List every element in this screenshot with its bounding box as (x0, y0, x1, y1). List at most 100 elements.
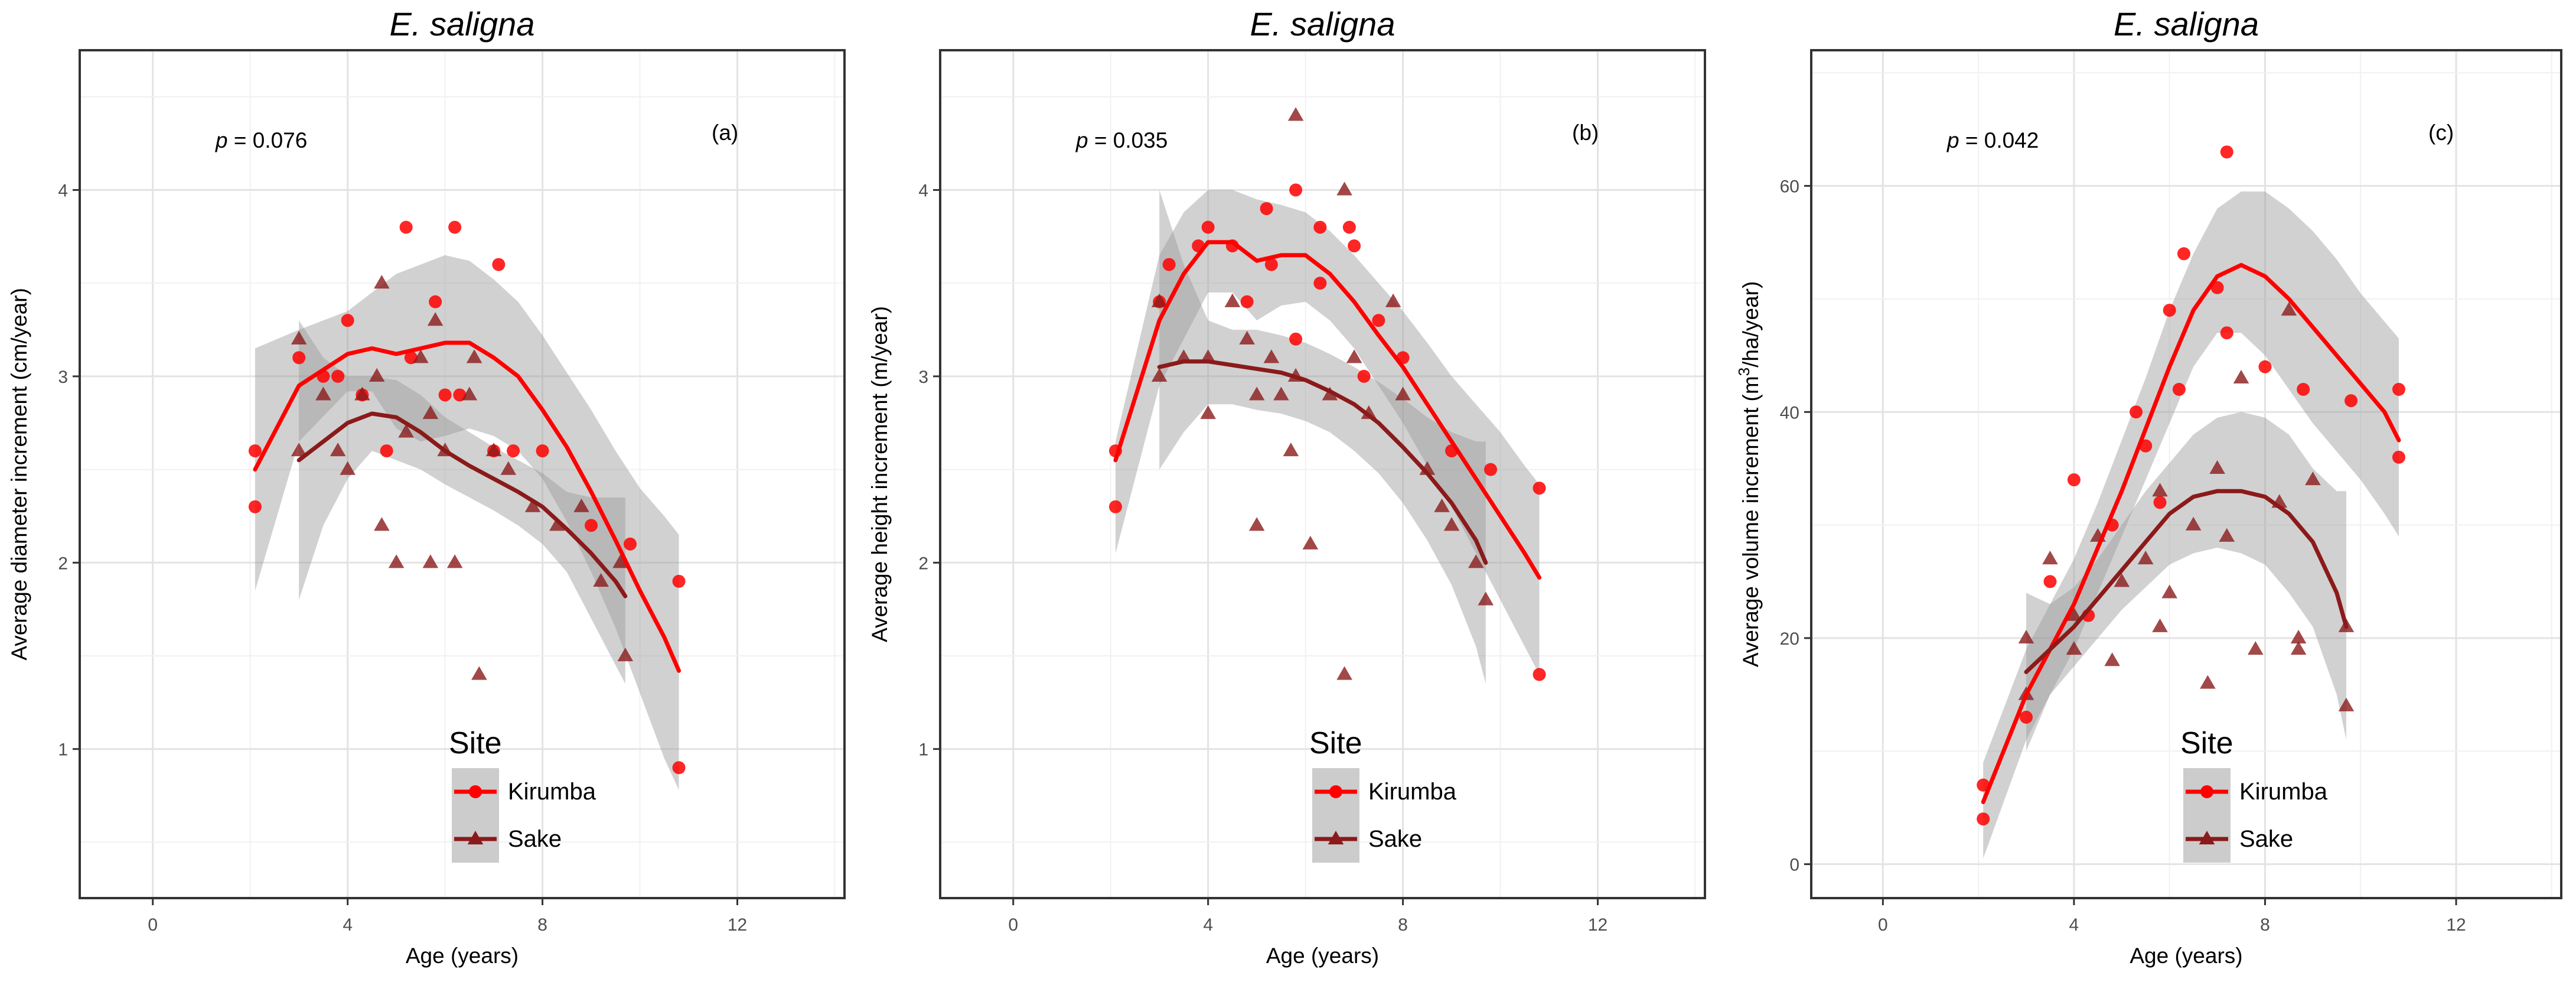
data-point (2220, 145, 2233, 159)
data-point (2258, 360, 2272, 373)
legend-title: Site (1309, 726, 1362, 760)
data-point (446, 554, 463, 568)
data-point (2066, 641, 2082, 655)
chart-title: E. saligna (2114, 5, 2259, 43)
data-point (2338, 697, 2355, 711)
data-point (471, 666, 487, 680)
p-value-annotation: p = 0.035 (1075, 128, 1168, 152)
data-point (672, 761, 686, 775)
data-point (672, 574, 686, 588)
data-point (492, 258, 506, 271)
data-point (2305, 472, 2321, 486)
data-point (291, 443, 307, 457)
grid (1811, 50, 2561, 898)
data-point (2018, 629, 2034, 644)
data-point (399, 220, 413, 234)
data-point (536, 444, 549, 458)
data-point (1532, 482, 1546, 495)
data-point (507, 444, 520, 458)
data-point (1342, 220, 1356, 234)
data-point (2152, 483, 2168, 497)
data-point (1108, 500, 1122, 513)
data-point (2042, 551, 2058, 565)
data-point (2392, 383, 2405, 396)
data-point (2297, 383, 2310, 396)
fit-line-kirumba (253, 340, 682, 673)
y-tick-label: 0 (1789, 856, 1799, 875)
data-point (2104, 652, 2120, 666)
y-tick-label: 3 (918, 368, 928, 387)
data-point (388, 554, 405, 568)
data-point (1313, 277, 1327, 290)
data-point (331, 369, 345, 383)
data-point (369, 368, 385, 382)
y-tick-label: 20 (1780, 629, 1799, 649)
legend-label: Sake (1368, 826, 1422, 852)
data-point (1372, 314, 1385, 327)
data-point (438, 388, 452, 402)
chart-panel-3: 0 4 8 12 0 20 40 60 E. saligna Age (years) Average… (1735, 5, 2562, 968)
plot-area (940, 50, 1705, 898)
grid (80, 50, 844, 898)
x-tick-label: 8 (2260, 915, 2270, 935)
plot-border (1810, 49, 2562, 899)
data-point (1151, 293, 1168, 307)
x-tick-label: 8 (1398, 915, 1408, 935)
x-tick-label: 4 (2069, 915, 2079, 935)
points-sake (2018, 302, 2355, 711)
data-point (374, 275, 390, 289)
x-tick-label: 8 (537, 915, 547, 935)
data-point (315, 386, 331, 401)
data-point (2247, 641, 2264, 655)
data-point (461, 386, 478, 401)
data-point (1248, 386, 1265, 401)
data-point (1478, 591, 1494, 606)
data-point (1977, 778, 1990, 792)
chart-title: E. saligna (390, 5, 535, 43)
confidence-band-kirumba (1983, 191, 2399, 859)
data-point (1162, 258, 1176, 271)
y-tick-label: 1 (58, 740, 68, 760)
legend-key-marker (467, 831, 484, 845)
data-point (2177, 247, 2190, 261)
data-point (340, 461, 356, 475)
data-point (448, 220, 462, 234)
data-point (1336, 666, 1352, 680)
data-point (1200, 405, 1216, 420)
data-point (1484, 463, 1498, 476)
y-axis-label: Average diameter increment (cm/year) (7, 288, 31, 661)
legend-title: Site (449, 726, 502, 760)
data-point (2020, 710, 2033, 724)
data-point (1224, 293, 1241, 307)
data-point (1468, 554, 1484, 568)
legend-title: Site (2180, 726, 2233, 760)
data-point (585, 519, 598, 532)
y-axis-label: Average volume increment (m3/ha/year) (1735, 281, 1763, 667)
data-point (1263, 349, 1280, 363)
x-tick-label: 0 (1008, 915, 1018, 935)
points-kirumba (1977, 145, 2405, 826)
data-point (422, 554, 439, 568)
data-point (1532, 668, 1546, 681)
data-point (466, 349, 482, 363)
data-point (291, 330, 307, 344)
y-tick-label: 4 (58, 181, 68, 201)
chart-title: E. saligna (1250, 5, 1395, 43)
data-point (398, 424, 414, 438)
data-point (380, 444, 393, 458)
data-point (2290, 641, 2307, 655)
data-point (1385, 293, 1401, 307)
data-point (593, 573, 609, 587)
data-point (413, 349, 429, 363)
data-point (1283, 443, 1299, 457)
p-value-annotation: p = 0.042 (1946, 128, 2039, 152)
data-point (624, 537, 637, 551)
data-point (248, 444, 262, 458)
data-point (2161, 584, 2177, 599)
data-point (2152, 618, 2168, 632)
data-point (485, 443, 502, 457)
data-point (2043, 575, 2057, 588)
